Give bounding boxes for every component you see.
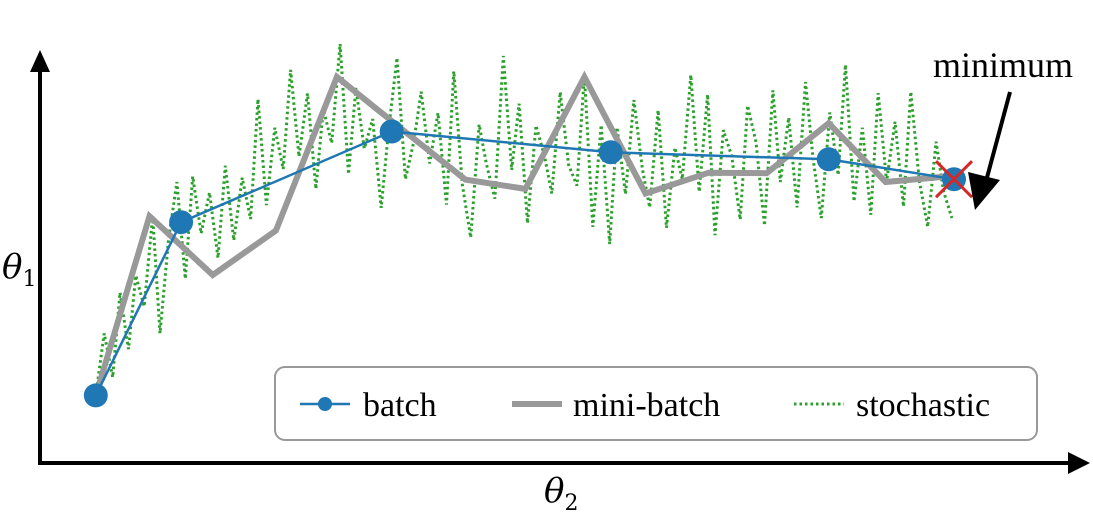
y-axis-arrow bbox=[30, 50, 50, 72]
legend-marker-batch bbox=[318, 397, 332, 411]
marker-layer bbox=[83, 119, 974, 408]
legend-label-stochastic: stochastic bbox=[856, 387, 990, 424]
series-line-stochastic bbox=[94, 43, 954, 396]
point-batch-3 bbox=[598, 140, 623, 165]
series-layer bbox=[92, 43, 955, 397]
minimum-x-marker-stroke-1 bbox=[934, 160, 974, 199]
legend-label-batch: batch bbox=[363, 387, 437, 424]
series-line-batch bbox=[94, 130, 955, 396]
x-axis-arrow bbox=[1068, 452, 1090, 474]
annotation-layer: minimum bbox=[933, 45, 1073, 210]
x-axis-label-symbol: θ bbox=[544, 471, 564, 511]
minimum-annotation: minimum bbox=[933, 45, 1073, 85]
y-axis-label: θ1 bbox=[2, 247, 36, 292]
x-axis-label: θ2 bbox=[544, 471, 578, 512]
y-axis-label-subscript: 1 bbox=[22, 267, 36, 292]
point-batch-4 bbox=[816, 147, 841, 172]
point-batch-1 bbox=[169, 210, 194, 235]
minimum-arrow-head bbox=[968, 172, 1000, 210]
x-axis-label-subscript: 2 bbox=[564, 491, 578, 512]
axes bbox=[30, 50, 1090, 474]
point-batch-2 bbox=[379, 119, 404, 144]
y-axis-label-symbol: θ bbox=[2, 247, 22, 287]
series-line-mini-batch bbox=[92, 70, 955, 397]
legend-box bbox=[274, 366, 1038, 441]
point-batch-0 bbox=[83, 383, 108, 408]
legend-label-mini-batch: mini-batch bbox=[573, 387, 720, 424]
minimum-arrow bbox=[983, 91, 1012, 186]
legend: batch mini-batch stochastic bbox=[274, 366, 1038, 441]
